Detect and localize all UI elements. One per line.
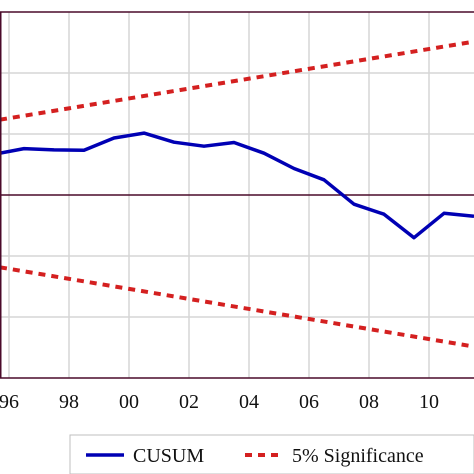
grid-layer [0,12,474,378]
x-axis-ticks: 96 98 00 02 04 06 08 10 [0,391,439,413]
series-significance-lower [0,265,474,349]
series-cusum [0,131,474,240]
x-tick-label-96: 96 [0,391,19,413]
plot-frame [0,11,474,379]
series-5-significance [0,39,474,122]
x-tick-label-06: 06 [299,391,319,413]
legend-label-5-significance: 5% Significance [292,445,424,467]
x-tick-label-04: 04 [239,391,259,413]
x-tick-label-08: 08 [359,391,379,413]
series-layer [0,39,474,349]
legend-label-cusum: CUSUM [133,445,204,467]
x-tick-label-98: 98 [59,391,79,413]
legend: CUSUM 5% Significance [69,434,474,474]
x-tick-label-00: 00 [119,391,139,413]
x-tick-label-10: 10 [419,391,439,413]
x-tick-label-02: 02 [179,391,199,413]
